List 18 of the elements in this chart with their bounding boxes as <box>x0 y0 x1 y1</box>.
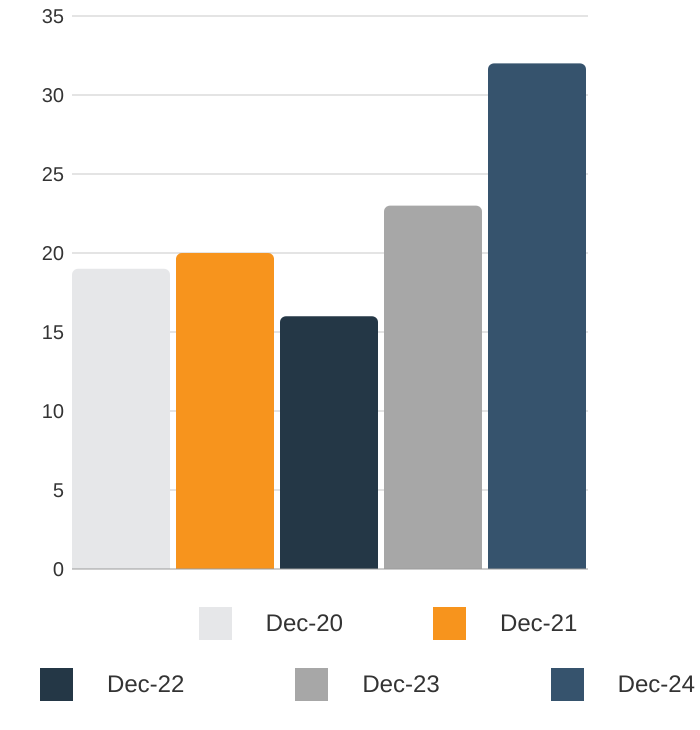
bar <box>384 206 482 569</box>
bar <box>72 268 170 569</box>
bar <box>280 316 378 569</box>
y-tick-label: 0 <box>52 559 64 582</box>
y-tick-label: 35 <box>42 6 64 28</box>
y-tick-label: 15 <box>42 322 64 344</box>
legend-label: Dec-21 <box>500 610 578 638</box>
y-tick-label: 20 <box>42 243 64 266</box>
y-tick-label: 30 <box>42 85 64 108</box>
y-tick-label: 10 <box>42 401 64 424</box>
legend-label: Dec-22 <box>107 670 184 698</box>
legend-label: Dec-23 <box>362 670 440 698</box>
y-tick-label: 25 <box>42 164 64 186</box>
bar <box>488 63 586 569</box>
legend-label: Dec-20 <box>266 610 343 638</box>
legend-label: Dec-24 <box>618 670 695 698</box>
bar <box>176 253 274 569</box>
y-tick-label: 5 <box>52 480 64 502</box>
